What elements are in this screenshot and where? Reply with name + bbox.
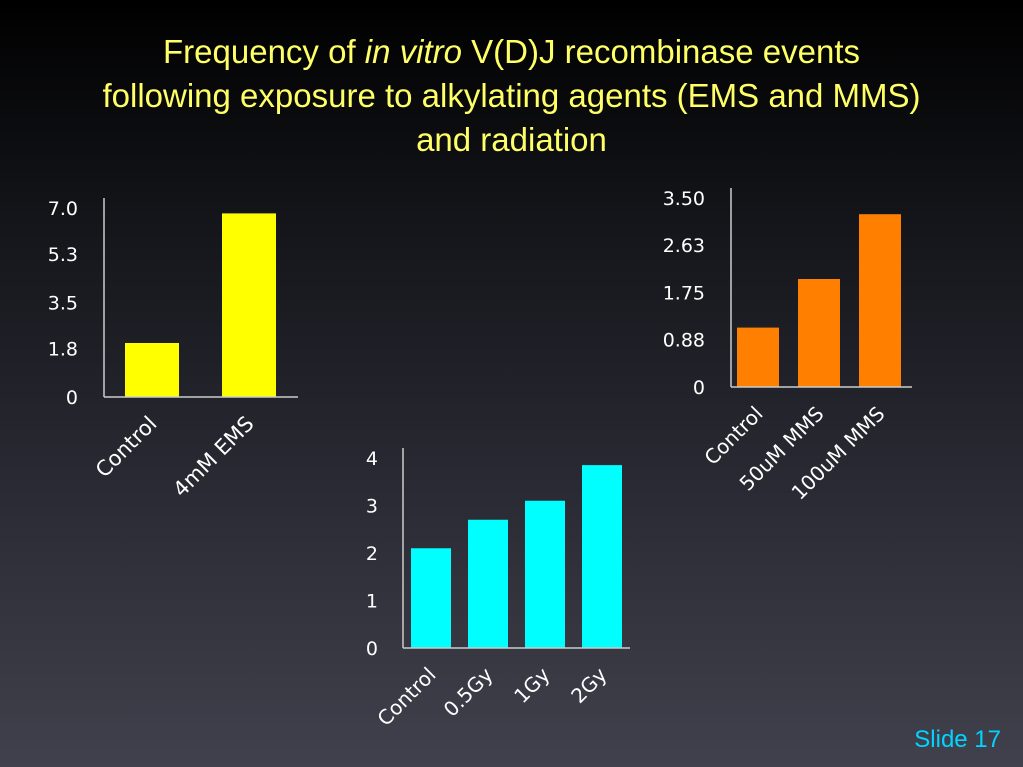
ems-y-tick-label: 3.5 — [48, 293, 78, 315]
radiation-y-tick-label: 4 — [366, 448, 378, 470]
title-italic-in-vitro: in vitro — [364, 33, 462, 70]
title-line-2: following exposure to alkylating agents … — [102, 77, 921, 114]
radiation-bar-2gy — [582, 465, 622, 648]
ems-y-tick-label: 1.8 — [48, 338, 78, 360]
ems-bar-4mm-ems — [222, 213, 276, 397]
radiation-bar-1gy — [525, 500, 565, 648]
mms-y-tick-label: 0 — [693, 377, 705, 399]
radiation-y-tick-label: 2 — [366, 543, 378, 565]
slide-number: Slide 17 — [914, 726, 1001, 753]
ems-y-tick-label: 5.3 — [48, 244, 78, 266]
radiation-y-tick-label: 3 — [366, 496, 378, 518]
title-line-1: Frequency of in vitro V(D)J recombinase … — [0, 30, 1023, 74]
mms-bar-100um-mms — [859, 214, 901, 387]
mms-y-tick-label: 3.50 — [663, 188, 705, 210]
ems-bar-control — [125, 343, 179, 397]
ems-y-tick-label: 7.0 — [48, 198, 78, 220]
slide-title: Frequency of in vitro V(D)J recombinase … — [0, 30, 1023, 162]
mms-y-tick-label: 0.88 — [663, 329, 705, 351]
ems-y-tick-label: 0 — [66, 387, 78, 409]
title-line-3: and radiation — [416, 121, 607, 158]
title-line-1-end: V(D)J recombinase events — [462, 33, 860, 70]
radiation-y-tick-label: 0 — [366, 638, 378, 660]
radiation-y-tick-label: 1 — [366, 591, 378, 613]
mms-bar-50um-mms — [798, 279, 840, 387]
radiation-bar-0-5gy — [468, 519, 508, 648]
mms-bar-control — [737, 327, 779, 387]
mms-y-tick-label: 2.63 — [663, 235, 705, 257]
radiation-bar-control — [411, 548, 451, 648]
title-line-1-start: Frequency of — [163, 33, 365, 70]
mms-y-tick-label: 1.75 — [663, 283, 705, 305]
